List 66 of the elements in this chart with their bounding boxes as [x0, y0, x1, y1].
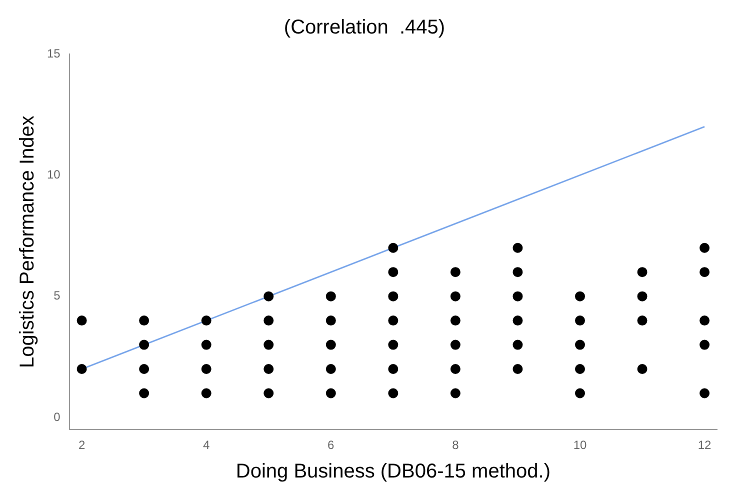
point [700, 340, 710, 350]
point [139, 316, 150, 326]
point [450, 388, 460, 398]
point [388, 388, 398, 398]
point [326, 291, 336, 302]
point [264, 316, 274, 326]
point [201, 340, 212, 350]
point [637, 316, 648, 326]
y-tick-label: 15 [46, 46, 61, 60]
x-tick-label: 10 [573, 438, 587, 452]
x-tick-label: 2 [78, 438, 86, 452]
point [637, 267, 648, 278]
chart-title: (Correlation .445) [284, 16, 446, 39]
point [326, 388, 336, 398]
point [574, 364, 585, 374]
point [326, 364, 336, 374]
point [512, 291, 523, 302]
point [512, 316, 523, 326]
point [388, 291, 398, 302]
y-tick-label: 10 [46, 167, 61, 182]
point [326, 316, 336, 326]
point [637, 291, 648, 302]
point [388, 267, 398, 278]
point [264, 364, 274, 374]
point [574, 340, 585, 350]
y-tick-label: 5 [54, 288, 61, 303]
point [264, 388, 274, 398]
point [450, 316, 460, 326]
point [637, 364, 648, 374]
point [450, 340, 460, 350]
point [201, 316, 212, 326]
point [388, 364, 398, 374]
point [201, 364, 212, 374]
y-tick-label: 0 [54, 410, 61, 424]
y-axis-title: Logistics Performance Index [16, 116, 39, 368]
point [512, 340, 523, 350]
point [388, 340, 398, 350]
point [388, 242, 398, 253]
x-tick-label: 12 [698, 438, 712, 452]
point [264, 291, 274, 302]
point [450, 291, 460, 302]
point [700, 267, 710, 278]
point [76, 316, 87, 326]
point [512, 267, 523, 278]
point [326, 340, 336, 350]
point [139, 340, 150, 350]
point [574, 388, 585, 398]
point [139, 388, 150, 398]
point [574, 316, 585, 326]
point [388, 316, 398, 326]
point [512, 242, 523, 253]
point [700, 388, 710, 398]
point [574, 291, 585, 302]
point [76, 364, 87, 374]
point [264, 340, 274, 350]
point [201, 388, 212, 398]
x-tick-label: 6 [328, 438, 335, 452]
x-tick-label: 4 [203, 438, 210, 452]
point [700, 316, 710, 326]
point [700, 242, 710, 253]
x-tick-label: 8 [452, 438, 460, 452]
point [450, 364, 460, 374]
point [512, 364, 523, 374]
point [450, 267, 460, 278]
point [139, 364, 150, 374]
x-axis-title: Doing Business (DB06-15 method.) [236, 460, 550, 483]
